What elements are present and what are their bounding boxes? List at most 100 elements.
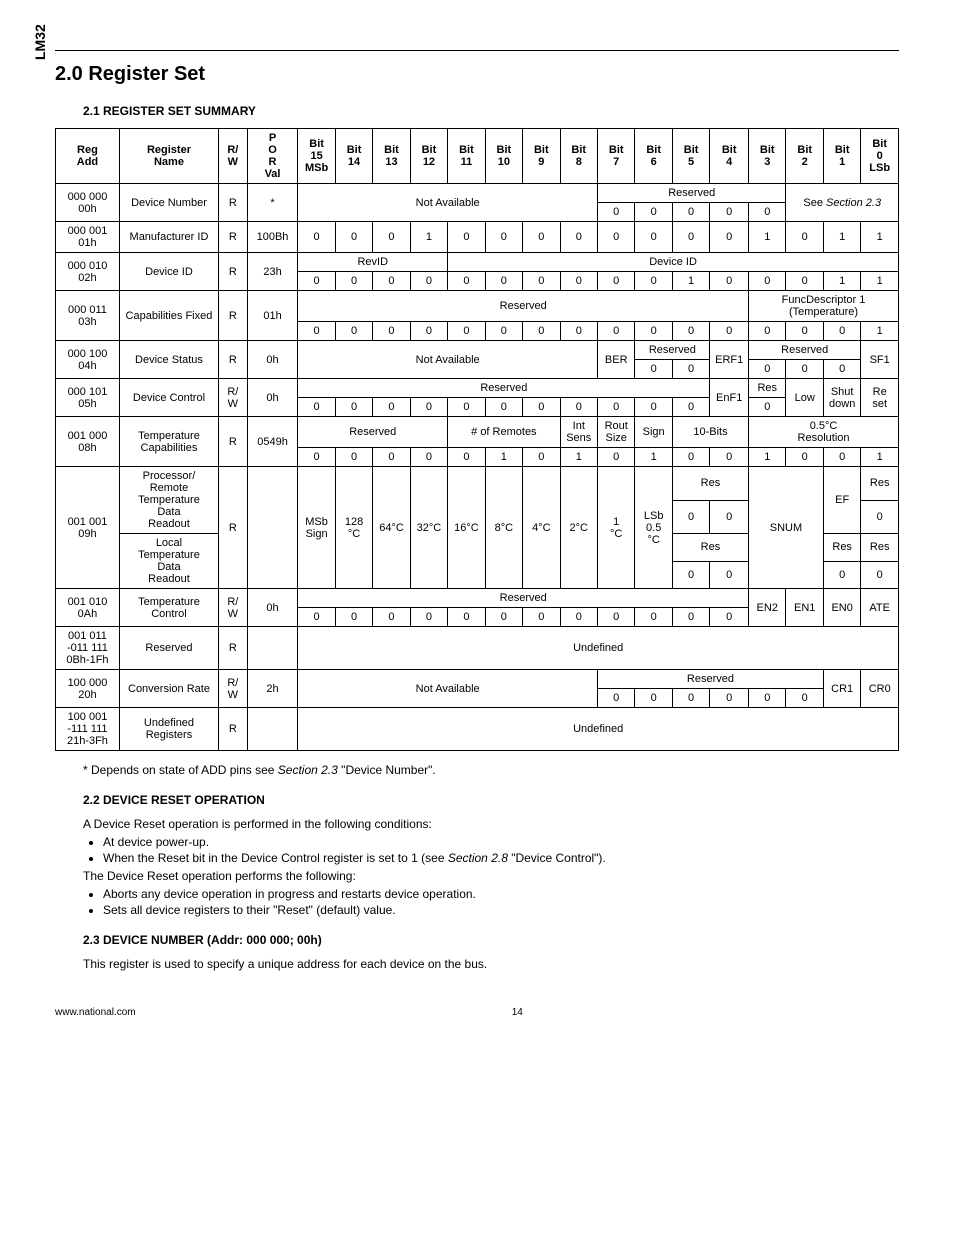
hdr-bit1: Bit1: [823, 129, 860, 184]
rw-20h: R/W: [219, 670, 248, 708]
section-2-3: 2.3 DEVICE NUMBER (Addr: 000 000; 00h) T…: [83, 933, 899, 971]
s22-b2: When the Reset bit in the Device Control…: [103, 851, 899, 865]
devid-02h: Device ID: [448, 253, 899, 272]
name-04h: Device Status: [119, 341, 218, 379]
addr-20h: 100 00020h: [56, 670, 120, 708]
footer-page: 14: [512, 1007, 523, 1018]
table-header-row: RegAdd RegisterName R/W PORVal Bit15MSb …: [56, 129, 899, 184]
hdr-bit14: Bit14: [335, 129, 372, 184]
fd-03h: FuncDescriptor 1(Temperature): [749, 291, 899, 322]
row-09h-a: 001 00109h Processor/RemoteTemperatureDa…: [56, 467, 899, 501]
por-00h: *: [247, 184, 298, 222]
res-03h: Reserved: [298, 291, 749, 322]
c32-09h: 32°C: [410, 467, 447, 589]
rw-00h: R: [219, 184, 248, 222]
r00-b7: 0: [597, 203, 634, 222]
section-2-2-heading: 2.2 DEVICE RESET OPERATION: [83, 793, 899, 807]
na-20h: Not Available: [298, 670, 598, 708]
is-08h: IntSens: [560, 417, 597, 448]
res2-04h: Reserved: [749, 341, 861, 360]
name-03h: Capabilities Fixed: [119, 291, 218, 341]
hdr-bit10: Bit10: [485, 129, 522, 184]
s23-p1: This register is used to specify a uniqu…: [83, 957, 899, 971]
addr-09h: 001 00109h: [56, 467, 120, 589]
name-21h: Undefined Registers: [119, 708, 218, 751]
addr-04h: 000 10004h: [56, 341, 120, 379]
row-01h: 000 00101h Manufacturer ID R 100Bh 0001 …: [56, 222, 899, 253]
c64-09h: 64°C: [373, 467, 410, 589]
por-09h: [247, 467, 298, 589]
msb-09h: MSbSign: [298, 467, 335, 589]
row-04h-a: 000 10004h Device Status R 0h Not Availa…: [56, 341, 899, 360]
rw-21h: R: [219, 708, 248, 751]
res-00h: Reserved: [597, 184, 786, 203]
row-03h-a: 000 01103h Capabilities Fixed R 01h Rese…: [56, 291, 899, 322]
c128-09h: 128°C: [335, 467, 372, 589]
hdr-bit15: Bit15MSb: [298, 129, 335, 184]
page-title: 2.0 Register Set: [55, 50, 899, 86]
cr0-20h: CR0: [861, 670, 899, 708]
name-05h: Device Control: [119, 379, 218, 417]
hdr-bit7: Bit7: [597, 129, 634, 184]
rw-05h: R/W: [219, 379, 248, 417]
addr-08h: 001 00008h: [56, 417, 120, 467]
name-20h: Conversion Rate: [119, 670, 218, 708]
name-00h: Device Number: [119, 184, 218, 222]
hdr-bit4: Bit4: [710, 129, 749, 184]
addr-0bh: 001 011-011 1110Bh-1Fh: [56, 627, 120, 670]
rw-0ah: R/W: [219, 589, 248, 627]
hdr-bit9: Bit9: [523, 129, 560, 184]
por-21h: [247, 708, 298, 751]
rs-08h: RoutSize: [597, 417, 634, 448]
hdr-bit13: Bit13: [373, 129, 410, 184]
en0-0ah: EN0: [823, 589, 860, 627]
na-04h: Not Available: [298, 341, 598, 379]
res-0ah: Reserved: [298, 589, 749, 608]
s22-b4: Sets all device registers to their "Rese…: [103, 903, 899, 917]
hdr-regadd: RegAdd: [56, 129, 120, 184]
c1-09h: 1°C: [597, 467, 634, 589]
name-08h: Temperature Capabilities: [119, 417, 218, 467]
hr-08h: 0.5°CResolution: [749, 417, 899, 448]
footnote: * Depends on state of ADD pins see Secti…: [83, 763, 899, 777]
name-01h: Manufacturer ID: [119, 222, 218, 253]
hdr-bit5: Bit5: [672, 129, 709, 184]
name2-09h: LocalTemperatureDataReadout: [119, 534, 218, 589]
addr-02h: 000 01002h: [56, 253, 120, 291]
por-05h: 0h: [247, 379, 298, 417]
hdr-por: PORVal: [247, 129, 298, 184]
res-20h: Reserved: [597, 670, 823, 689]
low-05h: Low: [786, 379, 823, 417]
hdr-regname: RegisterName: [119, 129, 218, 184]
side-label: LM32: [32, 24, 48, 60]
tenb-08h: 10-Bits: [672, 417, 748, 448]
por-03h: 01h: [247, 291, 298, 341]
snum-09h: SNUM: [749, 467, 824, 589]
rw-08h: R: [219, 417, 248, 467]
rw-02h: R: [219, 253, 248, 291]
res1a-09h: Res: [672, 467, 748, 501]
c2-09h: 2°C: [560, 467, 597, 589]
addr-05h: 000 10105h: [56, 379, 120, 417]
lsb-09h: LSb0.5°C: [635, 467, 672, 589]
res2a-09h: Res: [672, 534, 748, 562]
sf1-04h: SF1: [861, 341, 899, 379]
c16-09h: 16°C: [448, 467, 485, 589]
en2-0ah: EN2: [749, 589, 786, 627]
sd-05h: Shutdown: [823, 379, 860, 417]
row-0ah-a: 001 0100Ah Temperature Control R/W 0h Re…: [56, 589, 899, 608]
res1b-09h: Res: [861, 467, 899, 501]
hdr-bit8: Bit8: [560, 129, 597, 184]
sign-08h: Sign: [635, 417, 672, 448]
rw-01h: R: [219, 222, 248, 253]
rw-0bh: R: [219, 627, 248, 670]
addr-03h: 000 01103h: [56, 291, 120, 341]
res-05h: Reserved: [298, 379, 710, 398]
nrem-08h: # of Remotes: [448, 417, 560, 448]
rw-03h: R: [219, 291, 248, 341]
c8-09h: 8°C: [485, 467, 522, 589]
row-05h-a: 000 10105h Device Control R/W 0h Reserve…: [56, 379, 899, 398]
row-0bh: 001 011-011 1110Bh-1Fh Reserved R Undefi…: [56, 627, 899, 670]
row-08h-a: 001 00008h Temperature Capabilities R 05…: [56, 417, 899, 448]
por-0ah: 0h: [247, 589, 298, 627]
